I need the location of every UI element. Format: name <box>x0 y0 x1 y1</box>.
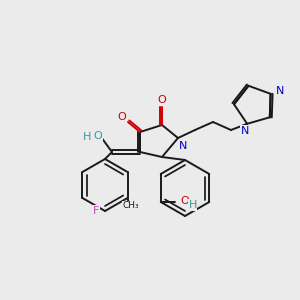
Text: N: N <box>275 86 284 96</box>
Text: N: N <box>241 126 249 136</box>
Text: N: N <box>179 141 187 151</box>
Text: O: O <box>180 196 189 206</box>
Text: O: O <box>158 95 166 105</box>
Text: H: H <box>82 132 91 142</box>
Text: H: H <box>189 200 197 210</box>
Text: O: O <box>94 131 102 141</box>
Text: F: F <box>93 206 99 216</box>
Text: O: O <box>118 112 126 122</box>
Text: CH₃: CH₃ <box>122 202 139 211</box>
